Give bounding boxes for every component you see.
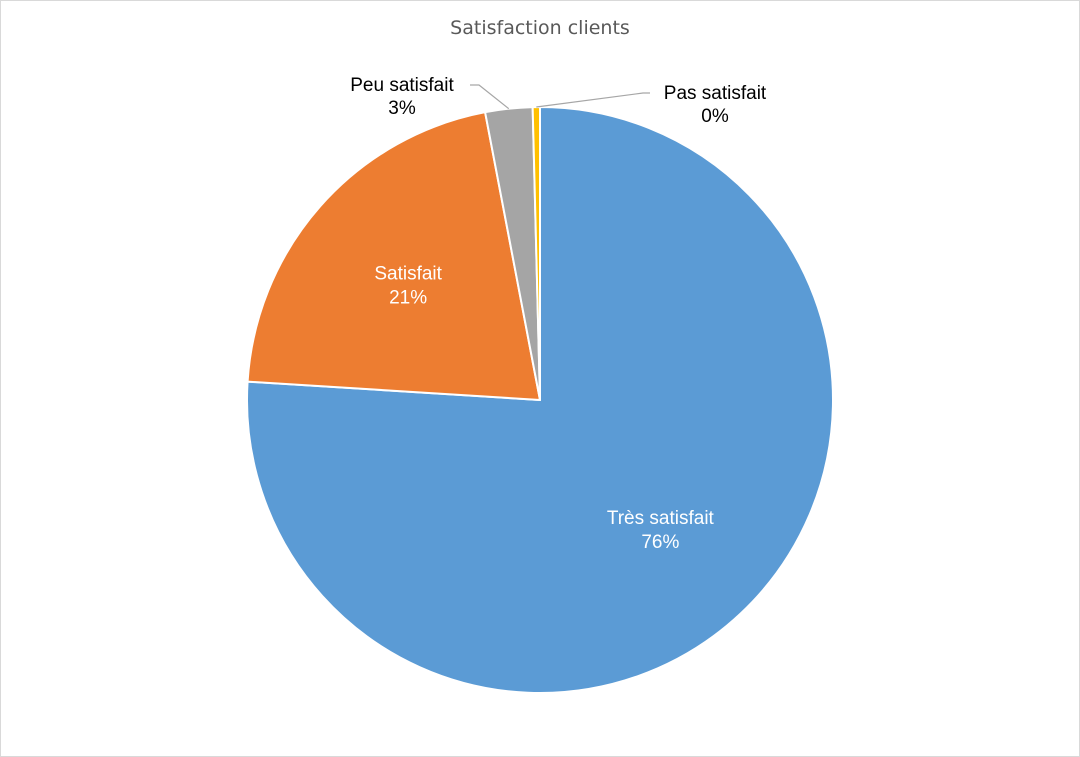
pie-slice-tres-satisfait [246, 106, 834, 694]
slice-labels: Très satisfait 76% Satisfait 21% Peu satisfa… [350, 75, 767, 553]
slice-label-name-tres-satisfait: Très satisfait [607, 508, 715, 529]
pie-slices [246, 106, 834, 694]
chart-title: Satisfaction clients [450, 17, 630, 39]
slice-label-name-peu-satisfait: Peu satisfait [350, 75, 454, 96]
slice-label-name-satisfait: Satisfait [374, 264, 442, 285]
slice-label-name-pas-satisfait: Pas satisfait [664, 83, 767, 104]
leader-lines [470, 84, 650, 110]
leader-line-peu-satisfait [470, 84, 510, 110]
slice-label-percent-satisfait: 21% [389, 288, 427, 309]
leader-line-pas-satisfait [536, 92, 650, 108]
slice-label-percent-tres-satisfait: 76% [641, 532, 679, 553]
slice-label-percent-peu-satisfait: 3% [388, 98, 416, 119]
pie-slice-satisfait [246, 111, 541, 401]
slice-label-percent-pas-satisfait: 0% [701, 106, 729, 127]
